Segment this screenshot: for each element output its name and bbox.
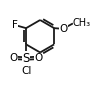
Text: F: F [12, 20, 18, 30]
Text: CH₃: CH₃ [73, 17, 91, 28]
Text: Cl: Cl [21, 66, 31, 76]
Text: O: O [59, 24, 68, 34]
Text: O: O [10, 53, 18, 63]
Text: S: S [22, 52, 30, 65]
Text: O: O [34, 53, 43, 63]
